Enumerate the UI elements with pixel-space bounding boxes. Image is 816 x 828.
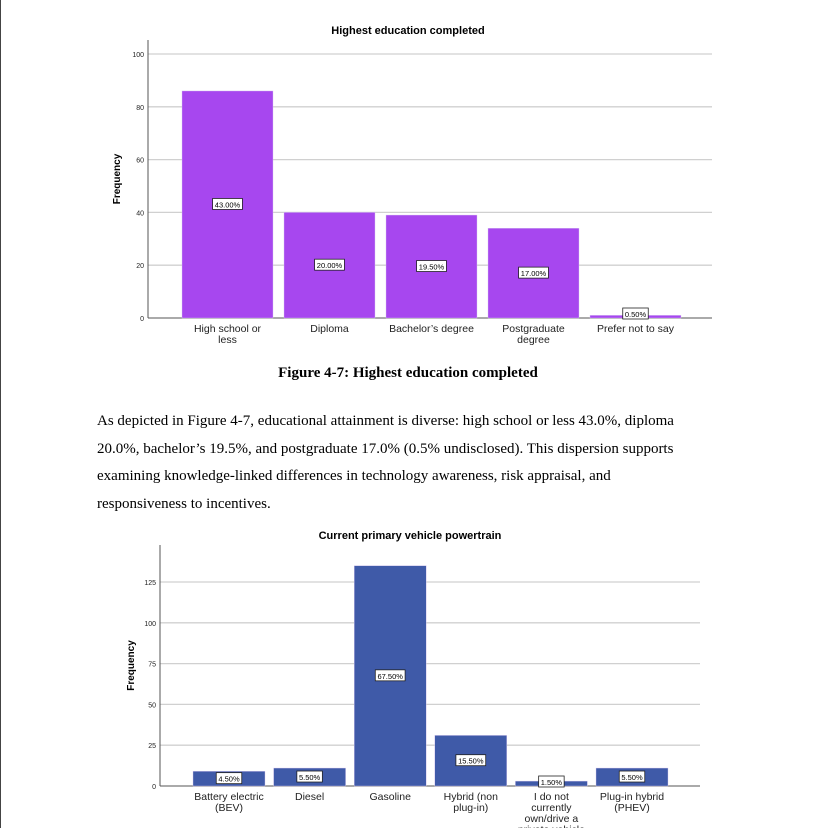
data-label: 15.50% — [458, 757, 484, 766]
page-edge — [0, 0, 1, 828]
y-tick-label: 75 — [148, 662, 156, 669]
x-tick-label: Diesel — [295, 791, 324, 803]
x-tick-label: High school or — [194, 323, 262, 335]
x-tick-label: Bachelor’s degree — [389, 323, 474, 335]
paragraph-line: 20.0%, bachelor’s 19.5%, and postgraduat… — [97, 440, 674, 457]
y-tick-label: 125 — [144, 580, 156, 587]
data-label: 5.50% — [621, 773, 643, 782]
y-tick-label: 40 — [136, 210, 144, 217]
x-tick-label: private vehicle — [518, 824, 585, 828]
y-tick-label: 0 — [140, 316, 144, 323]
y-tick-label: 0 — [152, 784, 156, 791]
chart-title: Highest education completed — [331, 25, 484, 37]
data-label-box — [296, 770, 323, 783]
x-tick-label: Diploma — [310, 323, 349, 335]
x-tick-label: (PHEV) — [614, 802, 650, 814]
x-tick-label: Plug-in hybrid — [600, 791, 664, 803]
y-tick-label: 20 — [136, 263, 144, 270]
data-label: 17.00% — [521, 269, 547, 278]
x-tick-label: (BEV) — [215, 802, 243, 814]
x-tick-label: Gasoline — [369, 791, 411, 803]
y-tick-label: 60 — [136, 158, 144, 165]
x-tick-label: Battery electric — [194, 791, 263, 803]
x-tick-label: plug-in) — [453, 802, 488, 814]
body-paragraph: As depicted in Figure 4-7, educational a… — [97, 408, 737, 518]
y-axis-label: Frequency — [126, 640, 137, 691]
figure-caption: Figure 4-7: Highest education completed — [278, 365, 538, 381]
data-label-box — [374, 669, 406, 682]
paragraph-line: responsiveness to incentives. — [97, 495, 271, 512]
data-label-box — [455, 754, 487, 767]
x-tick-label: degree — [517, 334, 550, 346]
y-tick-label: 100 — [144, 621, 156, 628]
y-tick-label: 100 — [132, 52, 144, 59]
y-tick-label: 25 — [148, 743, 156, 750]
paragraph-line: examining knowledge-linked differences i… — [97, 468, 611, 485]
y-tick-label: 80 — [136, 105, 144, 112]
data-label-box — [212, 198, 243, 210]
x-tick-label: less — [218, 334, 237, 346]
x-tick-label: Postgraduate — [502, 323, 565, 335]
y-tick-label: 50 — [148, 702, 156, 709]
data-label-box — [314, 258, 345, 271]
data-label-box — [518, 266, 549, 279]
data-label-box — [416, 260, 447, 272]
data-label: 1.50% — [541, 778, 563, 787]
data-label: 5.50% — [299, 773, 321, 782]
education-chart: Highest education completed 0 20 40 60 80 100 F… — [112, 25, 712, 346]
data-label-box — [215, 772, 243, 785]
y-axis-label: Frequency — [112, 153, 123, 204]
data-label: 19.50% — [419, 263, 445, 272]
data-label: 43.00% — [215, 200, 241, 209]
x-tick-label: Hybrid (non — [444, 791, 498, 803]
x-tick-label: currently — [531, 802, 572, 814]
data-label-box — [622, 307, 649, 320]
x-tick-label: Prefer not to say — [597, 323, 675, 335]
data-label: 67.50% — [377, 672, 403, 681]
data-label-box — [538, 775, 565, 788]
data-label: 4.50% — [218, 775, 240, 784]
chart-title: Current primary vehicle powertrain — [319, 530, 502, 542]
x-tick-label: I do not — [534, 791, 569, 803]
x-tick-label: own/drive a — [525, 813, 579, 825]
data-label: 20.00% — [317, 261, 343, 270]
data-label: 0.50% — [625, 310, 647, 319]
paragraph-line: As depicted in Figure 4-7, educational a… — [97, 413, 674, 429]
data-label-box — [618, 770, 646, 783]
